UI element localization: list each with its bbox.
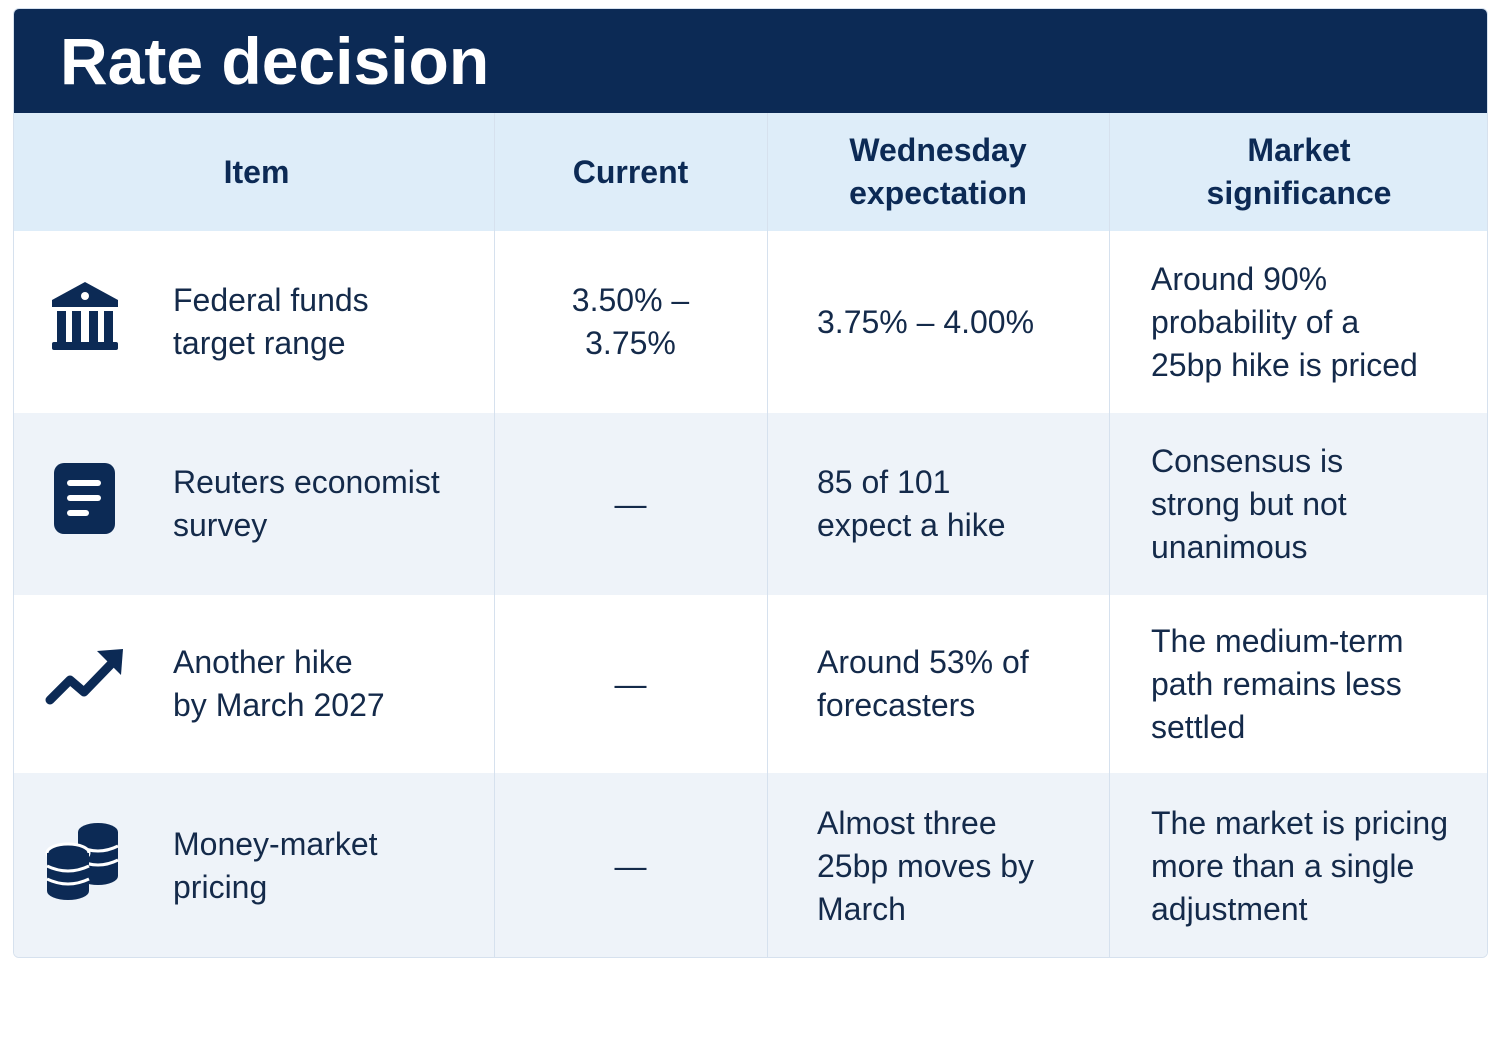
table-cell: 3.75% – 4.00% xyxy=(817,231,1109,413)
text-line: — xyxy=(614,665,647,702)
row-bg xyxy=(14,413,1487,595)
title: Rate decision xyxy=(60,24,490,98)
text-line: Market xyxy=(1247,132,1351,168)
column-divider xyxy=(494,113,495,957)
column-header: Item xyxy=(14,113,499,231)
table-cell: Money-market pricing xyxy=(173,773,494,957)
document-icon xyxy=(54,463,115,534)
table-cell: Around 90% probability of a 25bp hike is p… xyxy=(1151,231,1487,413)
text-line: expectation xyxy=(849,175,1027,211)
table-cell: Reuters economist survey xyxy=(173,413,494,595)
text-line: target range xyxy=(173,325,346,361)
table-cell: — xyxy=(494,413,767,595)
bank-icon xyxy=(52,282,118,350)
text-line: adjustment xyxy=(1151,890,1308,927)
table-cell: — xyxy=(494,773,767,957)
text-line: significance xyxy=(1206,175,1392,211)
table-cell: 3.50% – 3.75% xyxy=(494,231,767,413)
text-line: The medium-term xyxy=(1151,622,1404,659)
text-line: settled xyxy=(1151,708,1246,745)
row-bg xyxy=(14,773,1487,957)
text-line: by March 2027 xyxy=(173,687,385,723)
text-line: 3.50% – xyxy=(571,282,690,318)
column-divider xyxy=(767,113,768,957)
table-cell: Consensus is strong but not unanimous xyxy=(1151,413,1487,595)
text-line: Around 90% xyxy=(1151,260,1328,297)
text-line: survey xyxy=(173,507,268,543)
text-line: — xyxy=(614,847,647,884)
text-line: 25bp hike is priced xyxy=(1151,346,1418,383)
text-line: Item xyxy=(223,153,290,190)
text-line: Consensus is xyxy=(1151,442,1344,479)
table-cell: The market is pricing more than a single a… xyxy=(1151,773,1487,957)
text-line: Wednesday xyxy=(849,132,1027,168)
column-divider xyxy=(1109,113,1110,957)
text-line: — xyxy=(614,485,647,522)
text-line: forecasters xyxy=(817,687,976,723)
text-line: Almost three xyxy=(817,804,997,841)
table-cell: Federal funds target range xyxy=(173,231,494,413)
text-line: unanimous xyxy=(1151,528,1308,565)
text-line: expect a hike xyxy=(817,507,1006,543)
text-line: probability of a xyxy=(1151,303,1360,340)
text-line: The market is pricing xyxy=(1151,804,1448,841)
table-cell: Around 53% of forecasters xyxy=(817,595,1109,773)
coins-icon xyxy=(45,823,119,900)
table-cell: Another hike by March 2027 xyxy=(173,595,494,773)
text-line: strong but not xyxy=(1151,485,1347,522)
column-header: Current xyxy=(494,113,767,231)
text-line: more than a single xyxy=(1151,847,1415,884)
text-line: Current xyxy=(572,153,689,190)
text-line: 85 of 101 xyxy=(817,464,951,500)
table-cell: Almost three 25bp moves by March xyxy=(817,773,1109,957)
table-card: Rate decision Item Current Wednesday expect… xyxy=(13,8,1488,958)
row-bg xyxy=(14,231,1487,413)
text-line: Around 53% of xyxy=(817,644,1029,680)
text-line: Reuters economist xyxy=(173,464,440,500)
table-cell: The medium-term path remains less settled xyxy=(1151,595,1487,773)
text-line: 3.75% xyxy=(585,325,676,361)
text-line: Money-market xyxy=(173,826,378,862)
trend-icon xyxy=(45,649,123,705)
table-cell: 85 of 101 expect a hike xyxy=(817,413,1109,595)
row-bg xyxy=(14,595,1487,773)
header-row-bg xyxy=(14,113,1487,231)
text-line: 3.75% – 4.00% xyxy=(817,303,1035,340)
text-line: Another hike xyxy=(173,644,353,680)
column-header: Wednesday expectation xyxy=(767,113,1109,231)
column-header: Market significance xyxy=(1109,113,1487,231)
text-line: pricing xyxy=(173,869,268,905)
title-bar: Rate decision xyxy=(14,9,1487,113)
table-cell: — xyxy=(494,595,767,773)
text-line: Federal funds xyxy=(173,282,369,318)
text-line: 25bp moves by xyxy=(817,847,1035,884)
text-line: March xyxy=(817,890,906,927)
text-line: path remains less xyxy=(1151,665,1402,702)
